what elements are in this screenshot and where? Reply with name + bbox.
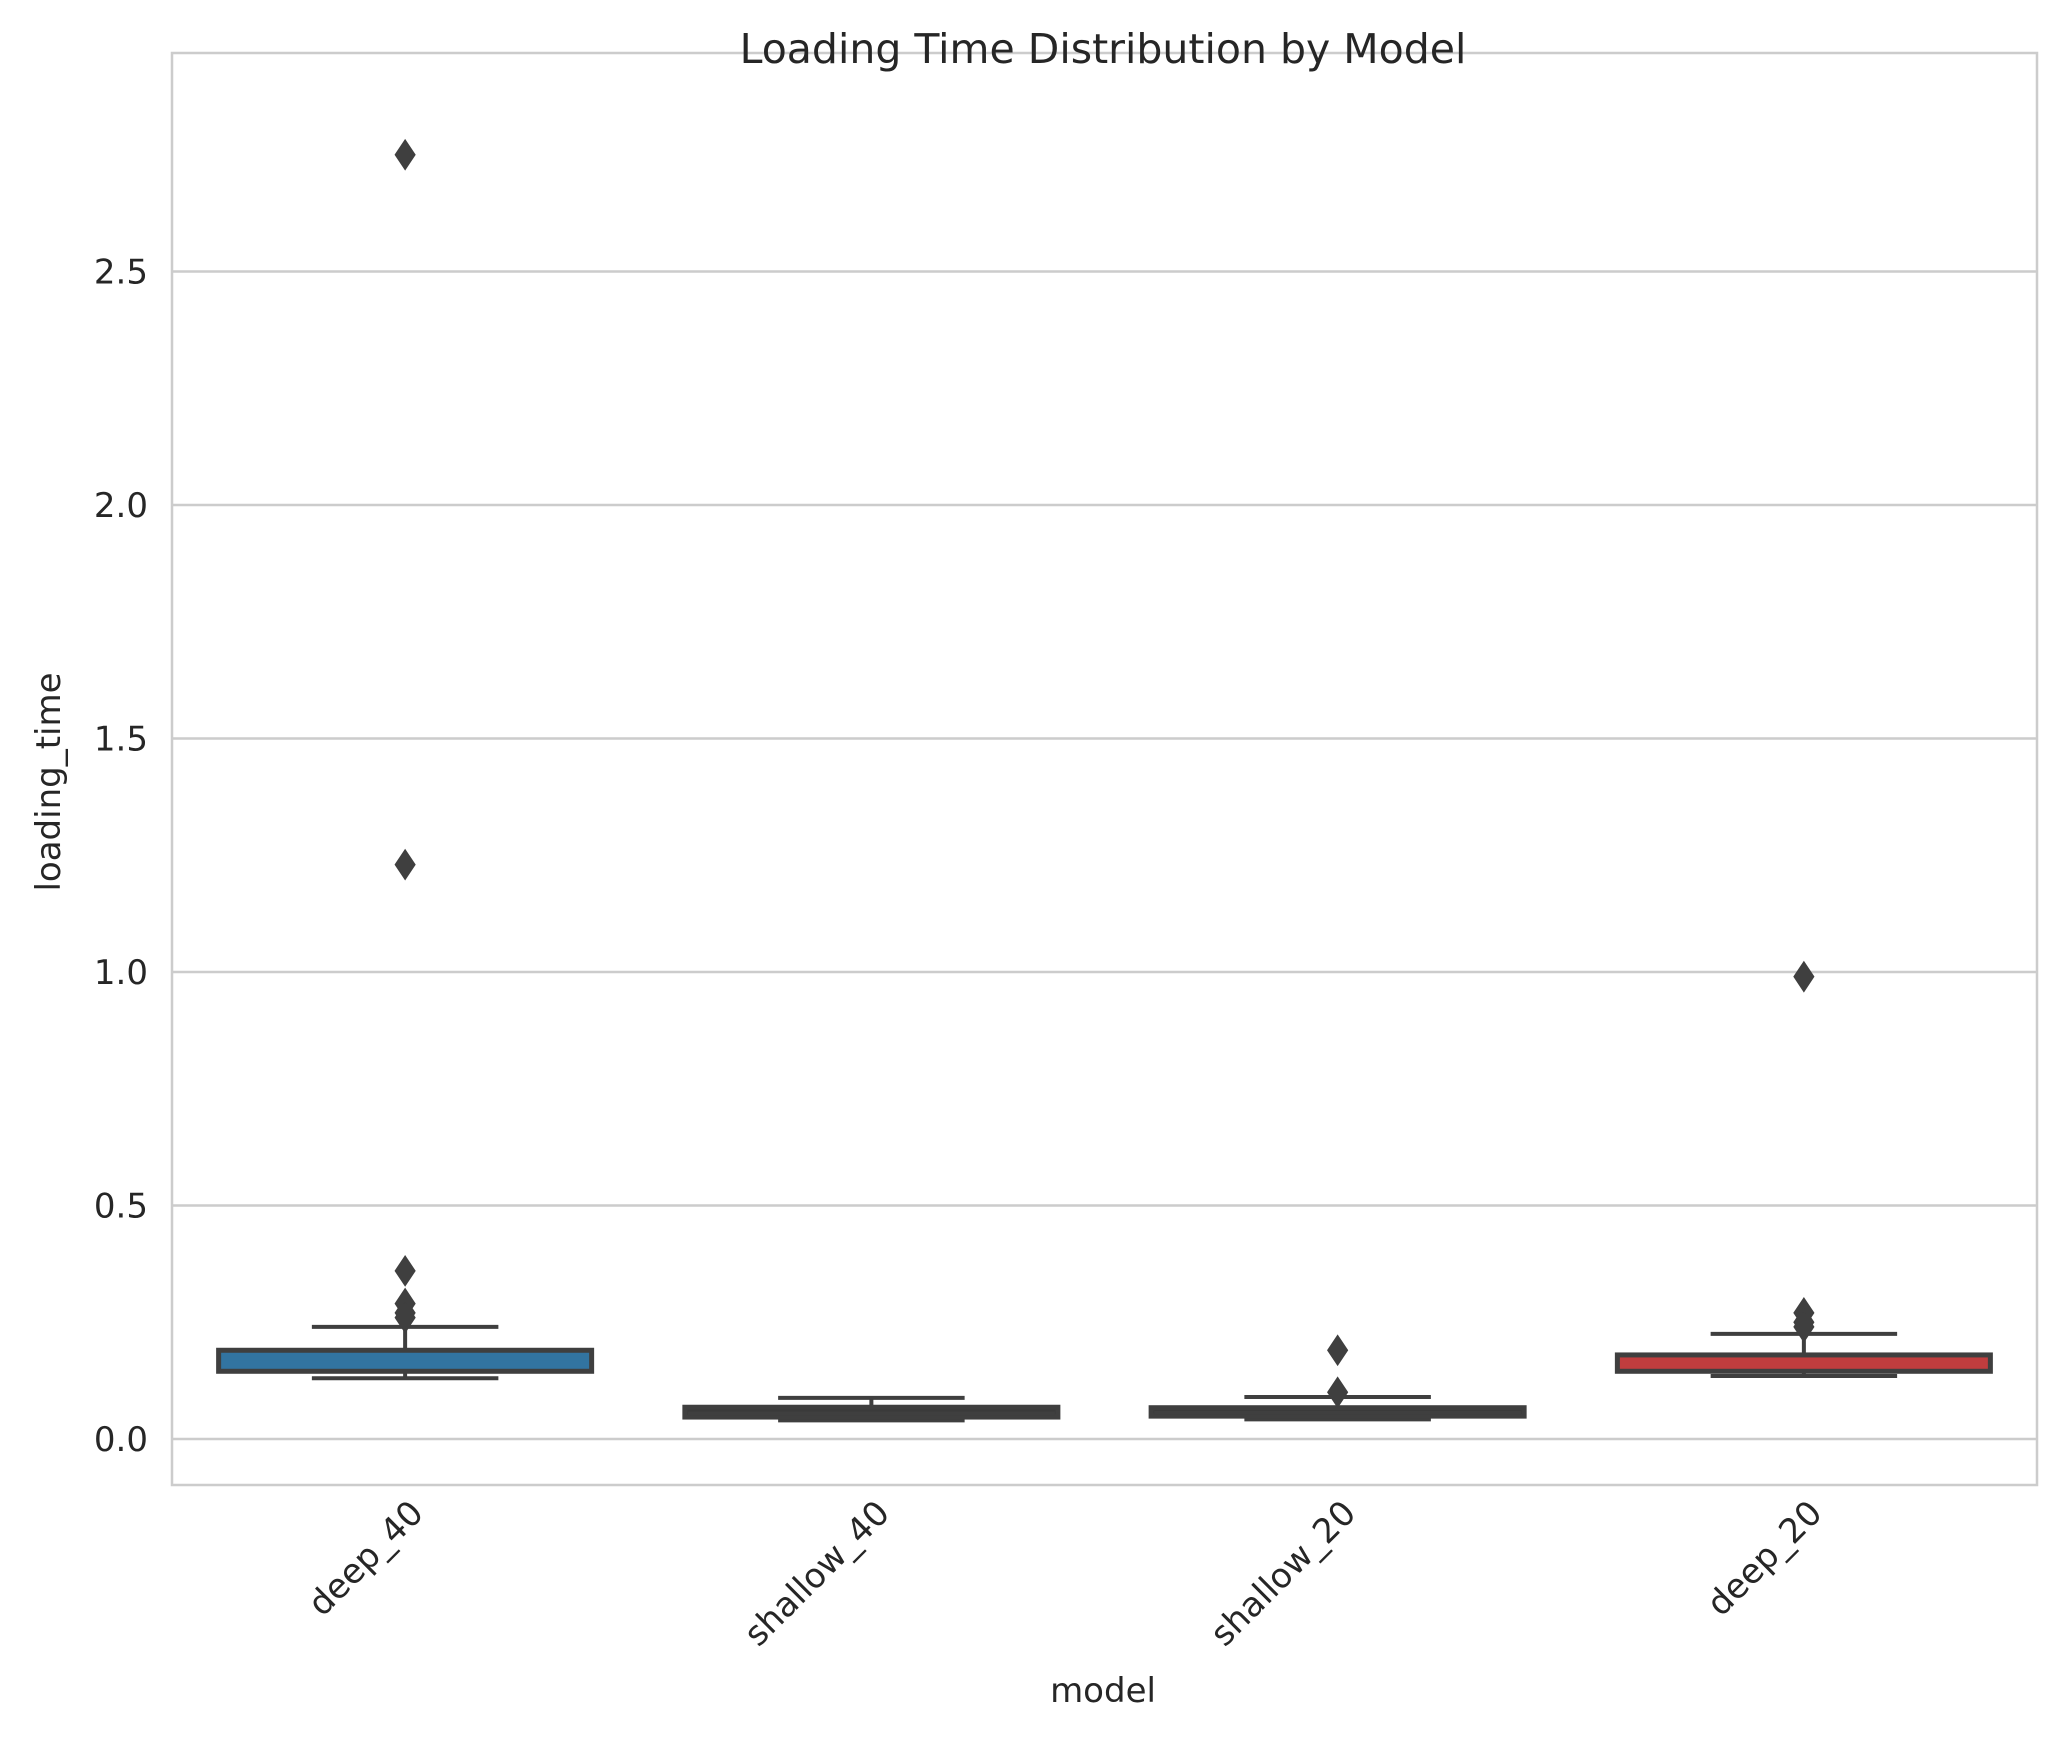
outlier-point bbox=[1793, 960, 1815, 993]
y-tick-label: 1.0 bbox=[94, 953, 148, 993]
box-layer bbox=[216, 138, 1993, 1423]
y-tick-labels: 0.0 0.5 1.0 1.5 2.0 2.5 bbox=[94, 253, 148, 1461]
box-deep_20 bbox=[1614, 960, 1993, 1378]
outlier-point bbox=[1793, 1311, 1815, 1343]
outlier-point bbox=[394, 1254, 416, 1287]
outlier-point bbox=[394, 848, 416, 881]
x-axis-label: model bbox=[1050, 1671, 1156, 1711]
y-tick-label: 1.5 bbox=[94, 720, 148, 760]
box-shallow_20 bbox=[1148, 1334, 1527, 1422]
outlier-point bbox=[394, 138, 416, 171]
box-iqr bbox=[216, 1347, 595, 1374]
outlier-point bbox=[394, 1301, 416, 1334]
gridlines bbox=[172, 270, 2037, 1441]
outlier-point bbox=[1327, 1334, 1349, 1367]
outlier-point bbox=[1327, 1376, 1349, 1409]
box-deep_40 bbox=[216, 138, 595, 1381]
box-shallow_40 bbox=[682, 1395, 1061, 1423]
y-tick-label: 0.0 bbox=[94, 1420, 148, 1460]
y-tick-label: 0.5 bbox=[94, 1187, 148, 1227]
y-tick-label: 2.5 bbox=[94, 253, 148, 293]
y-axis-label: loading_time bbox=[29, 672, 69, 891]
plot-area-frame bbox=[170, 51, 2039, 1487]
chart-title: Loading Time Distribution by Model bbox=[740, 25, 1467, 73]
y-tick-label: 2.0 bbox=[94, 486, 148, 526]
